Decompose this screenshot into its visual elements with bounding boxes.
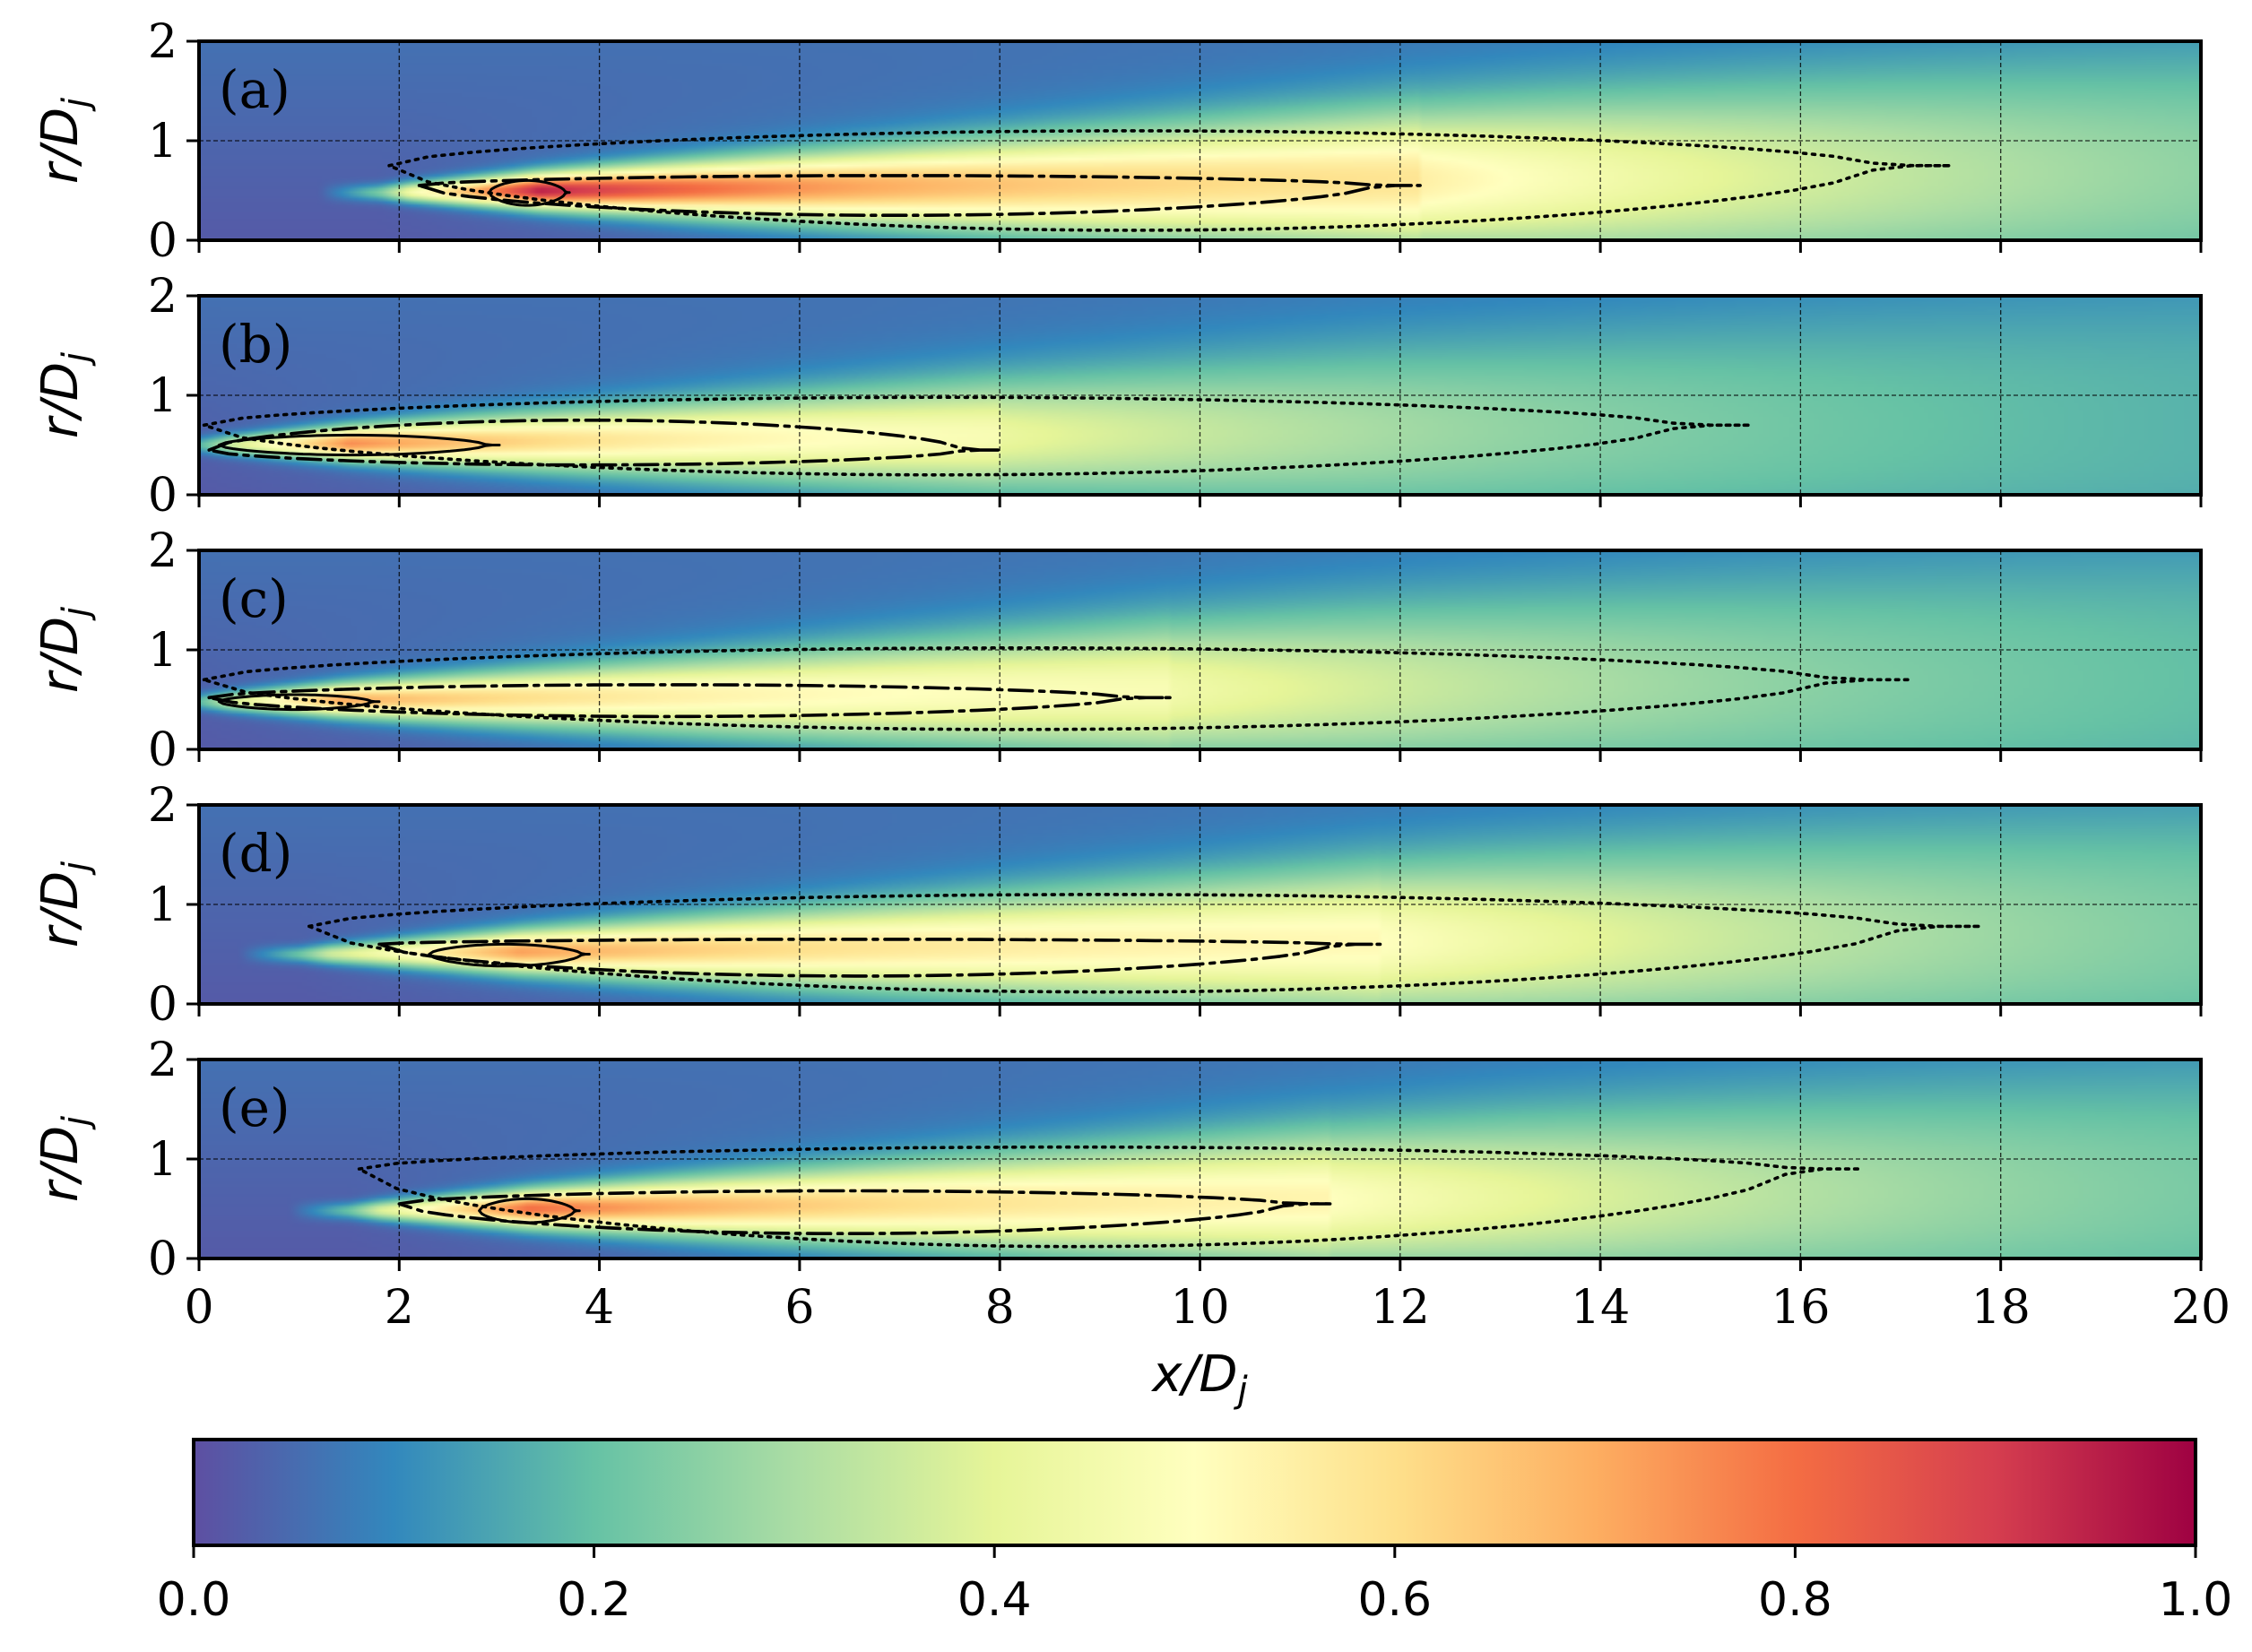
y-tick-label: 0 <box>148 469 178 523</box>
x-tick-label: 18 <box>1971 1281 2031 1335</box>
y-axis-title: r/Dj <box>31 861 97 947</box>
y-tick-label: 0 <box>148 1233 178 1286</box>
contour-solid <box>428 942 591 968</box>
x-tick-label: 14 <box>1571 1281 1630 1335</box>
x-tick-label: 20 <box>2171 1281 2230 1335</box>
colorbar-tick-label: 1.0 <box>2159 1573 2233 1627</box>
colorbar-frame <box>192 1438 2197 1547</box>
colorbar-tick-label: 0.6 <box>1357 1573 1432 1627</box>
y-tick-label: 2 <box>148 779 178 833</box>
x-tick-label: 2 <box>385 1281 414 1335</box>
y-tick-label: 1 <box>148 115 178 169</box>
colorbar-tick-label: 0.2 <box>557 1573 631 1627</box>
contour-dotted <box>307 893 1983 994</box>
contour-solid <box>217 693 381 712</box>
y-tick-label: 0 <box>148 214 178 268</box>
x-tick-label: 8 <box>985 1281 1015 1335</box>
panel-label: (e) <box>219 1077 290 1138</box>
x-axis-title: x/Dj <box>1150 1345 1248 1411</box>
contour-dashdot <box>397 1189 1332 1235</box>
contour-dotted <box>357 1145 1863 1249</box>
y-tick-label: 2 <box>148 524 178 578</box>
y-axis-title: r/Dj <box>31 97 97 184</box>
y-tick-label: 2 <box>148 15 178 69</box>
y-tick-label: 1 <box>148 878 178 932</box>
colorbar-tick-label: 0.8 <box>1758 1573 1832 1627</box>
panel-d: 0 1 2 r/Dj (d) <box>31 779 2203 1032</box>
y-axis-title: r/Dj <box>31 351 97 438</box>
contour-dashdot <box>207 683 1172 719</box>
contour-solid <box>217 433 501 457</box>
contour-dashdot <box>377 938 1382 978</box>
panel-label: (a) <box>219 59 290 120</box>
contour-solid <box>478 1197 581 1224</box>
y-axis-title: r/Dj <box>31 1115 97 1202</box>
y-tick-label: 1 <box>148 1133 178 1187</box>
contour-dashdot <box>417 174 1422 217</box>
panel-label: (c) <box>219 568 289 629</box>
x-tick-label: 4 <box>585 1281 614 1335</box>
colorbar: 0.0 0.2 0.4 0.6 0.8 1.0 <box>157 1438 2233 1627</box>
y-tick-label: 1 <box>148 624 178 678</box>
panel-label: (b) <box>219 314 292 375</box>
x-tick-label: 10 <box>1170 1281 1229 1335</box>
contour-solid <box>488 178 571 207</box>
x-tick-label: 0 <box>184 1281 213 1335</box>
panel-a: 0 1 2 r/Dj (a) <box>31 15 2203 268</box>
y-tick-label: 2 <box>148 1034 178 1087</box>
panel-b: 0 1 2 r/Dj (b) <box>31 270 2203 523</box>
x-tick-label: 12 <box>1371 1281 1430 1335</box>
y-tick-label: 0 <box>148 723 178 777</box>
x-tick-label: 16 <box>1771 1281 1830 1335</box>
contour-dotted <box>202 395 1753 477</box>
y-axis-title: r/Dj <box>31 606 97 693</box>
y-tick-label: 0 <box>148 978 178 1032</box>
colorbar-gradient <box>194 1440 2196 1545</box>
panel-c: 0 1 2 r/Dj (c) <box>31 524 2203 777</box>
panel-label: (d) <box>219 823 292 884</box>
contour-dotted <box>387 129 1953 232</box>
contour-dashdot <box>207 419 1001 467</box>
x-tick-label: 6 <box>784 1281 814 1335</box>
y-tick-label: 1 <box>148 369 178 423</box>
y-tick-label: 2 <box>148 270 178 324</box>
colorbar-tick-label: 0.0 <box>157 1573 231 1627</box>
colorbar-tick-label: 0.4 <box>957 1573 1032 1627</box>
